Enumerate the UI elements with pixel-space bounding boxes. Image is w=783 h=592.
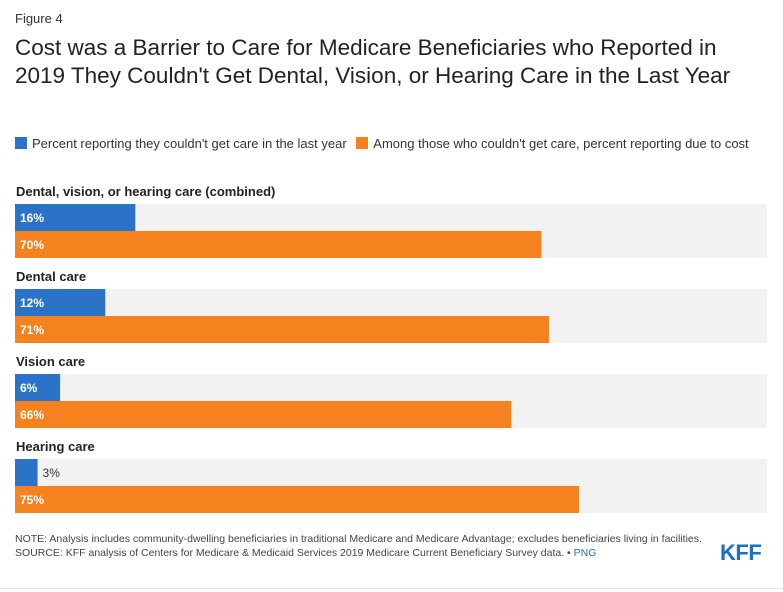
bar-chart: Dental, vision, or hearing care (combine…	[15, 184, 767, 513]
data-label: 70%	[20, 238, 44, 252]
category-label: Dental care	[16, 269, 86, 284]
chart-title: Cost was a Barrier to Care for Medicare …	[15, 35, 731, 88]
data-label: 75%	[20, 493, 44, 507]
legend-label-1: Percent reporting they couldn't get care…	[32, 136, 347, 151]
bar-track	[15, 459, 767, 486]
kff-logo: KFF	[720, 540, 762, 565]
figure-label: Figure 4	[15, 11, 63, 26]
category-label: Dental, vision, or hearing care (combine…	[16, 184, 275, 199]
bar	[15, 486, 579, 513]
legend-swatch-blue	[15, 137, 27, 149]
bar	[15, 289, 106, 316]
legend-label-2: Among those who couldn't get care, perce…	[373, 136, 749, 151]
source-text: SOURCE: KFF analysis of Centers for Medi…	[15, 546, 571, 559]
legend-swatch-orange	[356, 137, 369, 149]
bar-track	[15, 374, 767, 401]
bar	[15, 204, 136, 231]
data-label: 6%	[20, 381, 38, 395]
category-label: Hearing care	[16, 439, 95, 454]
data-label: 66%	[20, 408, 44, 422]
data-label: 71%	[20, 323, 44, 337]
png-download-link[interactable]: PNG	[573, 546, 597, 559]
bar-track	[15, 204, 767, 231]
legend-item-2: Among those who couldn't get care, perce…	[356, 136, 749, 151]
divider	[0, 588, 783, 589]
data-label: 3%	[43, 466, 61, 480]
chart-notes: NOTE: Analysis includes community-dwelli…	[15, 533, 705, 560]
category-label: Vision care	[16, 354, 85, 369]
bar	[15, 231, 542, 258]
source-line: SOURCE: KFF analysis of Centers for Medi…	[15, 547, 705, 561]
bar	[15, 459, 38, 486]
data-label: 16%	[20, 211, 44, 225]
data-label: 12%	[20, 296, 44, 310]
legend-item-1: Percent reporting they couldn't get care…	[15, 136, 347, 151]
bar-track	[15, 289, 767, 316]
note-text: NOTE: Analysis includes community-dwelli…	[15, 533, 702, 545]
bar	[15, 316, 549, 343]
bar	[15, 374, 61, 401]
bar	[15, 401, 512, 428]
legend: Percent reporting they couldn't get care…	[15, 135, 775, 153]
